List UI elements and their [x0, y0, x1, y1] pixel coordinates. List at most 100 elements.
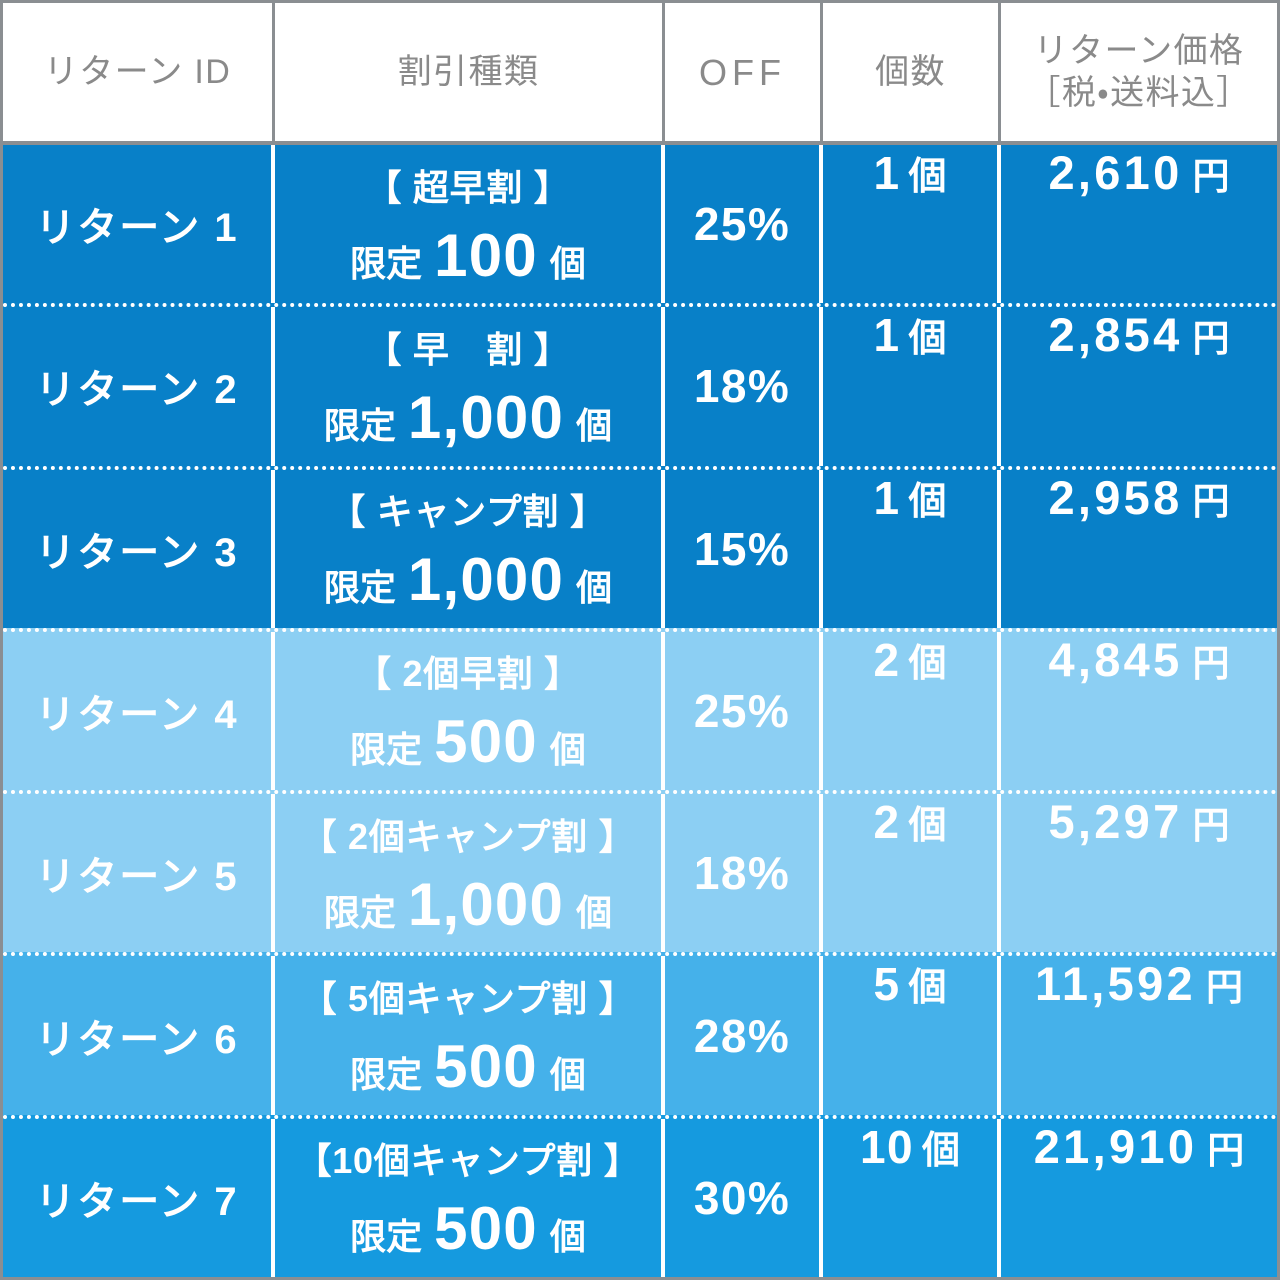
quantity-value: 10 [860, 1120, 914, 1173]
limit-unit: 個 [576, 404, 613, 446]
table-row-return-1: リターン 1 【 超早割 】 限定 100 個 25% 1 個 2,610 円 [3, 145, 1277, 304]
off-cell: 25% [665, 145, 823, 304]
price-unit: 円 [1192, 642, 1230, 684]
return-id-cell: リターン 5 [3, 794, 275, 953]
quantity-value: 1 [873, 309, 901, 362]
table-header: リターン ID 割引種類 OFF 個数 リターン価格 ［税・送料込］ [3, 3, 1277, 145]
limit-count: 500 [434, 1033, 538, 1101]
price-unit: 円 [1192, 156, 1230, 197]
price-value: 11,592 [1035, 957, 1196, 1011]
price-cell: 11,592 円 [1001, 956, 1277, 1114]
return-id-cell: リターン 3 [3, 469, 275, 628]
return-id-cell: リターン 6 [3, 956, 275, 1115]
price-cell: 2,854 円 [1001, 307, 1277, 465]
header-price-line2: ［税・送料込］ [1026, 74, 1252, 112]
discount-type-cell: 【 5個キャンプ割 】 限定 500 個 [275, 956, 665, 1115]
table-row-return-3: リターン 3 【 キャンプ割 】 限定 1,000 個 15% 1 個 2,95… [3, 465, 1277, 628]
limit-count: 500 [434, 708, 538, 776]
price-cell: 2,610 円 [1001, 145, 1277, 303]
price-value: 2,958 [1048, 470, 1183, 524]
discount-type-cell: 【 超早割 】 限定 100 個 [275, 145, 665, 304]
header-off: OFF [665, 3, 823, 141]
limit-prefix: 限定 [350, 729, 423, 771]
discount-type-cell: 【 キャンプ割 】 限定 1,000 個 [275, 469, 665, 628]
price-unit: 円 [1192, 805, 1230, 847]
price-unit: 円 [1205, 967, 1243, 1009]
limit-line: 限定 1,000 個 [324, 545, 612, 614]
discount-type-cell: 【10個キャンプ割 】 限定 500 個 [275, 1118, 665, 1277]
quantity-cell: 1 個 [823, 469, 1001, 628]
limit-unit: 個 [576, 567, 613, 609]
header-quantity: 個数 [823, 3, 1001, 141]
price-cell: 2,958 円 [1001, 470, 1277, 628]
price-value: 21,910 [1033, 1119, 1198, 1173]
discount-label: 【 2個早割 】 [355, 653, 581, 695]
off-cell: 15% [665, 469, 823, 628]
quantity-unit: 個 [921, 1129, 960, 1172]
discount-label: 【 超早割 】 [365, 166, 571, 208]
return-id-cell: リターン 4 [3, 631, 275, 791]
quantity-unit: 個 [908, 318, 947, 361]
limit-count: 1,000 [407, 870, 565, 938]
quantity-unit: 個 [908, 480, 947, 523]
table-row-return-4: リターン 4 【 2個早割 】 限定 500 個 25% 2 個 4,845 円 [3, 627, 1277, 791]
limit-prefix: 限定 [350, 1216, 423, 1258]
limit-prefix: 限定 [323, 567, 396, 609]
price-unit: 円 [1192, 480, 1230, 522]
return-id-cell: リターン 2 [3, 307, 275, 466]
limit-count: 1,000 [407, 383, 565, 451]
price-value: 2,610 [1048, 146, 1183, 199]
off-cell: 18% [665, 307, 823, 466]
price-unit: 円 [1207, 1129, 1245, 1171]
quantity-cell: 1 個 [823, 307, 1001, 466]
limit-prefix: 限定 [323, 404, 396, 446]
limit-line: 限定 1,000 個 [324, 870, 612, 939]
quantity-value: 1 [873, 471, 901, 524]
price-unit: 円 [1192, 318, 1230, 360]
price-value: 4,845 [1048, 632, 1183, 686]
limit-line: 限定 500 個 [350, 707, 586, 776]
limit-count: 1,000 [407, 546, 565, 614]
limit-unit: 個 [549, 1054, 586, 1096]
quantity-value: 2 [873, 796, 901, 849]
quantity-unit: 個 [908, 805, 947, 848]
header-discount-type: 割引種類 [275, 3, 665, 141]
discount-type-cell: 【 2個早割 】 限定 500 個 [275, 631, 665, 791]
discount-type-cell: 【 早 割 】 限定 1,000 個 [275, 307, 665, 466]
limit-count: 500 [434, 1195, 538, 1263]
price-cell: 4,845 円 [1001, 632, 1277, 790]
price-value: 2,854 [1048, 308, 1183, 362]
limit-count: 100 [434, 221, 538, 289]
limit-unit: 個 [549, 729, 586, 771]
discount-label: 【 キャンプ割 】 [329, 491, 607, 533]
table-row-return-6: リターン 6 【 5個キャンプ割 】 限定 500 個 28% 5 個 11,5… [3, 952, 1277, 1115]
quantity-cell: 2 個 [823, 794, 1001, 953]
header-price: リターン価格 ［税・送料込］ [1001, 3, 1277, 141]
quantity-unit: 個 [908, 642, 947, 685]
off-cell: 28% [665, 956, 823, 1115]
limit-prefix: 限定 [350, 242, 423, 284]
table-row-return-2: リターン 2 【 早 割 】 限定 1,000 個 18% 1 個 2,854 … [3, 303, 1277, 466]
discount-label: 【 2個キャンプ割 】 [300, 815, 636, 857]
quantity-value: 1 [873, 147, 901, 199]
limit-line: 限定 500 個 [350, 1194, 586, 1263]
quantity-cell: 1 個 [823, 145, 1001, 304]
quantity-unit: 個 [908, 967, 947, 1010]
limit-unit: 個 [576, 891, 613, 933]
header-return-id: リターン ID [3, 3, 275, 141]
price-value: 5,297 [1048, 795, 1183, 849]
limit-unit: 個 [549, 242, 586, 284]
table-row-return-7: リターン 7 【10個キャンプ割 】 限定 500 個 30% 10 個 21,… [3, 1114, 1277, 1277]
quantity-cell: 5 個 [823, 956, 1001, 1115]
off-cell: 30% [665, 1118, 823, 1277]
discount-label: 【 早 割 】 [365, 328, 571, 370]
limit-line: 限定 500 個 [350, 1032, 586, 1101]
discount-label: 【 5個キャンプ割 】 [300, 978, 636, 1020]
return-id-cell: リターン 7 [3, 1118, 275, 1277]
return-id-cell: リターン 1 [3, 145, 275, 304]
limit-prefix: 限定 [350, 1054, 423, 1096]
quantity-value: 5 [873, 958, 901, 1011]
limit-line: 限定 100 個 [350, 221, 586, 290]
table-row-return-5: リターン 5 【 2個キャンプ割 】 限定 1,000 個 18% 2 個 5,… [3, 790, 1277, 953]
